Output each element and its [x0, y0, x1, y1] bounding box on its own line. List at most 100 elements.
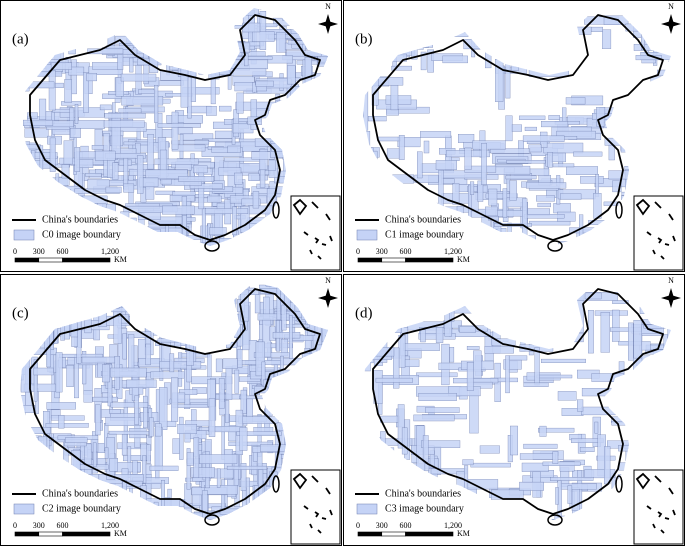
image-footprint [548, 526, 593, 536]
image-footprint [508, 284, 545, 290]
image-footprint [637, 154, 671, 161]
image-footprint [20, 395, 26, 425]
image-footprint [460, 508, 492, 513]
image-footprint [233, 230, 239, 246]
image-footprint [666, 422, 671, 429]
image-footprint [320, 146, 328, 152]
image-footprint [528, 69, 569, 77]
image-footprint [628, 322, 634, 361]
image-footprint [37, 473, 42, 485]
image-footprint [88, 284, 104, 290]
image-footprint [121, 480, 143, 487]
image-footprint [632, 414, 638, 437]
image-footprint [279, 389, 306, 395]
scale-label: 600 [57, 521, 69, 530]
image-footprint [572, 516, 609, 520]
image-footprint [422, 284, 429, 316]
image-footprint [64, 189, 72, 216]
image-footprint [391, 65, 412, 71]
image-footprint [580, 176, 604, 184]
scale-label: 600 [57, 247, 69, 256]
scale-unit: KM [457, 529, 470, 538]
image-footprint [474, 297, 498, 304]
image-footprint [368, 209, 380, 217]
image-footprint [188, 31, 214, 40]
scale-segment [14, 531, 40, 537]
image-footprint [117, 296, 158, 302]
image-footprint [628, 242, 635, 246]
image-footprint [412, 289, 456, 298]
image-footprint [131, 501, 136, 520]
image-footprint [447, 301, 484, 308]
image-footprint [204, 331, 233, 340]
image-footprint [508, 235, 536, 242]
legend-swatch [13, 503, 35, 515]
scale-segment [357, 531, 383, 537]
image-footprint [594, 310, 628, 316]
image-footprint [179, 416, 184, 460]
image-footprint [146, 444, 151, 464]
image-footprint [477, 180, 484, 202]
image-footprint [128, 334, 135, 371]
image-footprint [401, 427, 408, 455]
image-footprint [28, 52, 33, 78]
image-footprint [33, 359, 38, 402]
image-footprint [465, 291, 480, 299]
image-footprint [673, 119, 685, 122]
image-footprint [541, 121, 569, 128]
image-footprint [547, 152, 553, 168]
image-footprint [620, 125, 629, 153]
legend-label: C3 image boundary [385, 503, 464, 514]
image-footprint [83, 203, 107, 209]
image-footprint [110, 402, 149, 408]
scale-unit: KM [114, 529, 127, 538]
image-footprint [462, 459, 474, 466]
image-footprint [247, 243, 265, 246]
image-footprint [172, 8, 187, 13]
image-footprint [143, 24, 169, 33]
image-footprint [281, 228, 287, 246]
image-footprint [141, 228, 161, 234]
image-footprint [287, 65, 296, 85]
image-footprint [257, 313, 290, 321]
image-footprint [602, 29, 612, 49]
image-footprint [633, 10, 642, 38]
image-footprint [510, 425, 518, 456]
image-footprint [208, 318, 215, 333]
image-footprint [524, 214, 565, 219]
map-panel: (a) N China's boundaries C0 image boundary 0… [0, 0, 342, 289]
image-footprint [168, 510, 175, 520]
image-footprint [481, 21, 522, 30]
image-footprint [128, 508, 134, 520]
image-footprint [282, 405, 300, 413]
image-footprint [673, 78, 680, 115]
image-footprint [231, 8, 259, 16]
image-footprint [129, 57, 134, 73]
image-footprint [466, 362, 474, 391]
image-footprint [503, 33, 512, 62]
image-footprint [490, 9, 503, 15]
image-footprint [265, 250, 270, 289]
image-footprint [81, 356, 116, 364]
image-footprint [363, 423, 366, 466]
image-footprint [422, 435, 429, 463]
image-footprint [495, 322, 538, 332]
image-footprint [541, 17, 548, 52]
image-footprint [654, 120, 670, 125]
image-footprint [548, 115, 560, 120]
image-footprint [487, 283, 524, 290]
image-footprint [84, 305, 92, 334]
image-footprint [300, 393, 305, 410]
legend-swatch [13, 229, 35, 241]
image-footprint [296, 429, 301, 441]
image-footprint [24, 153, 29, 197]
image-footprint [59, 474, 100, 484]
image-footprint [377, 29, 418, 37]
image-footprint [177, 526, 183, 537]
image-footprint [594, 421, 599, 434]
image-footprint [279, 176, 295, 184]
image-footprint [289, 180, 303, 189]
image-footprint [542, 518, 547, 520]
scale-unit: KM [457, 255, 470, 264]
